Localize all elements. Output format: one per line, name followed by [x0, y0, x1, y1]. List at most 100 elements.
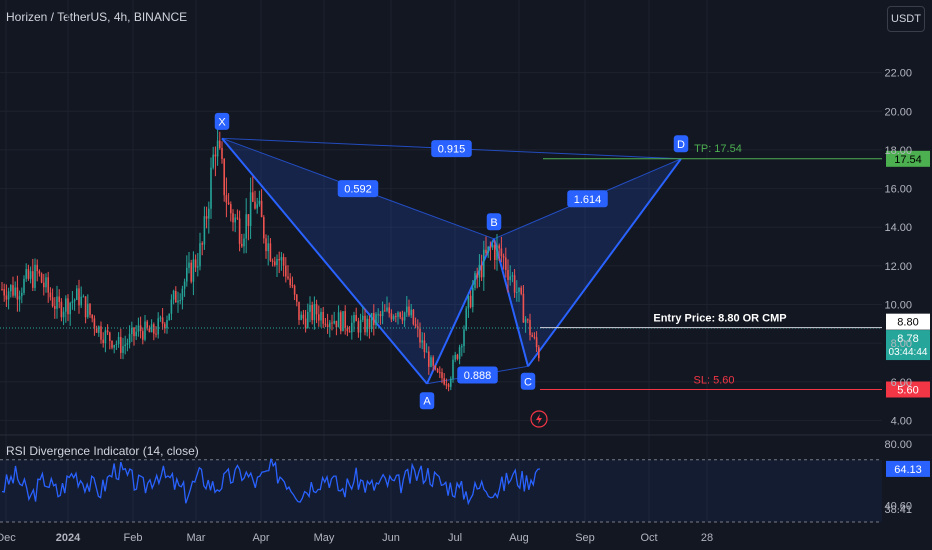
candle	[1, 289, 3, 291]
current-price-tag-box	[886, 330, 930, 361]
candle	[386, 307, 388, 311]
rsi-tick-label: 80.00	[884, 439, 912, 451]
currency-button[interactable]: USDT	[887, 6, 925, 32]
candle	[45, 277, 47, 288]
candle	[249, 192, 252, 226]
candle	[359, 319, 362, 333]
candle	[527, 319, 529, 321]
candle	[14, 287, 16, 296]
candle	[12, 285, 14, 296]
candle	[234, 217, 236, 223]
candle	[128, 333, 131, 344]
candle	[109, 332, 111, 341]
current-price-tag: 8.78	[897, 333, 918, 345]
pattern-leg	[221, 137, 428, 385]
candle	[421, 340, 423, 343]
candle	[454, 354, 456, 360]
candle	[502, 256, 505, 258]
candle	[401, 317, 404, 321]
bolt-icon	[530, 410, 548, 428]
candle	[166, 320, 168, 329]
candle	[100, 326, 102, 340]
candle	[318, 314, 320, 321]
candle	[27, 269, 30, 279]
candle	[346, 328, 349, 332]
candle	[375, 314, 377, 326]
candle	[159, 317, 162, 319]
candle	[82, 296, 85, 298]
candle	[390, 313, 393, 320]
candle	[476, 273, 478, 278]
candle	[509, 276, 511, 280]
countdown-tag: 03:44:44	[889, 347, 928, 358]
candle	[216, 140, 219, 157]
candle	[293, 285, 296, 295]
candle	[406, 306, 408, 313]
candle	[313, 304, 316, 321]
time-tick-label: Aug	[509, 532, 529, 544]
candle	[91, 314, 93, 319]
candle	[76, 288, 78, 300]
ratio-label-bd-box	[567, 190, 608, 208]
price-axis: 22.00 20.00 18.00 16.00 14.00 12.00 10.00 8.00 6…	[884, 68, 912, 428]
candle	[89, 303, 91, 315]
candle	[287, 276, 289, 279]
candle	[461, 346, 463, 348]
candle	[524, 319, 527, 323]
price-tick-label: 22.00	[884, 68, 912, 80]
candle	[260, 200, 263, 218]
price-tick-label: 8.00	[891, 338, 912, 350]
candle	[117, 336, 120, 344]
candle	[150, 324, 153, 333]
candle	[157, 318, 159, 335]
price-levels: TP: 17.54 17.54 Entry Price: 8.80 OR CMP 8.…	[0, 143, 930, 428]
candle	[133, 327, 135, 337]
time-tick-label: Jun	[382, 532, 400, 544]
candle	[65, 298, 67, 312]
candle	[311, 305, 313, 321]
candle	[232, 213, 234, 223]
candle	[315, 304, 318, 315]
price-tick-label: 12.00	[884, 261, 912, 273]
candle	[104, 330, 107, 344]
candle	[379, 314, 382, 317]
candle	[430, 357, 432, 367]
candle	[181, 288, 184, 300]
candle	[296, 294, 298, 302]
pattern-labels: X A B C D 0.592 0.888 1.614 0.915	[214, 112, 689, 410]
pattern-point-x-box	[214, 112, 230, 130]
candle	[56, 296, 58, 309]
candle	[58, 296, 60, 302]
price-tick-label: 6.00	[891, 377, 912, 389]
pattern-point-x: X	[218, 116, 226, 128]
candle	[32, 271, 34, 288]
tp-price-tag-box	[886, 150, 930, 167]
candle	[289, 278, 291, 286]
pattern-point-a-box	[419, 392, 435, 410]
candle	[487, 246, 489, 253]
candle	[190, 262, 192, 282]
candle	[256, 204, 258, 209]
candle	[214, 154, 217, 157]
time-tick-label: 2024	[56, 532, 81, 544]
candle	[252, 192, 254, 202]
price-tick-label: 14.00	[884, 222, 912, 234]
candle	[491, 244, 494, 248]
candle	[395, 316, 397, 318]
time-tick-label: May	[314, 532, 335, 544]
candle	[258, 200, 261, 205]
candle	[93, 318, 96, 328]
rsi-tick-label: 38.41	[884, 504, 912, 516]
candle	[177, 300, 179, 303]
candle	[408, 306, 410, 316]
time-tick-label: Jul	[448, 532, 462, 544]
candle	[516, 291, 518, 293]
entry-price-tag-box	[886, 313, 930, 330]
candle	[245, 214, 247, 239]
candle	[137, 325, 140, 332]
candle	[399, 312, 401, 318]
candle	[5, 295, 8, 300]
candle	[188, 262, 190, 268]
candle	[373, 312, 375, 326]
